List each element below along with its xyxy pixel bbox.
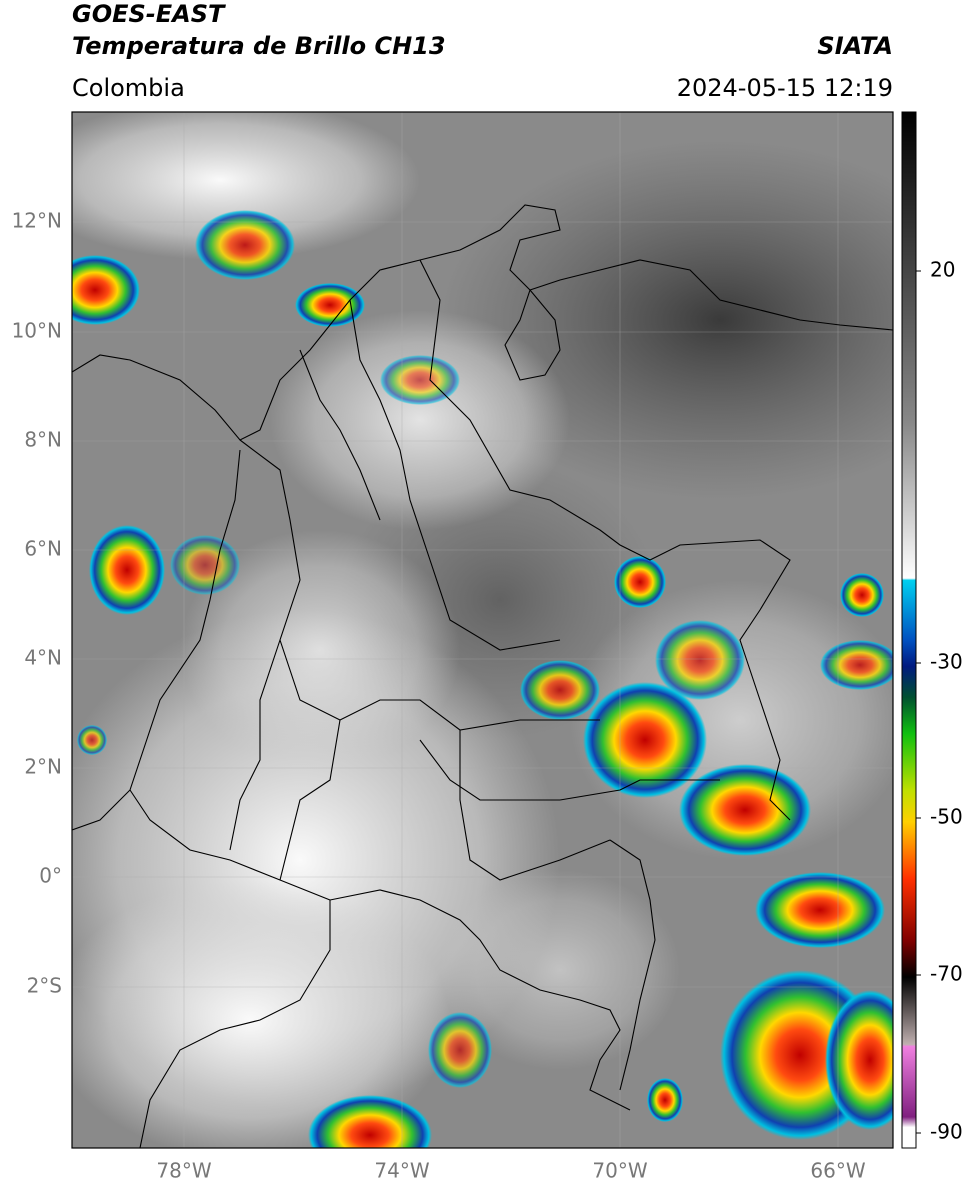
lat-label: 4°N [24,646,62,670]
map-frame [71,111,894,1149]
storm-cell [77,725,107,755]
source-title: GOES-EAST [72,0,226,28]
storm-cell [679,764,811,856]
storm-cell [308,1095,432,1148]
storm-cell [195,210,295,280]
lat-label: 2°N [24,755,62,779]
colorbar-label: 20 [930,258,955,282]
department-border [229,639,611,881]
lon-label: 66°W [810,1159,865,1183]
lat-label: 8°N [24,428,62,452]
storm-cell [825,990,893,1130]
storm-cell [520,660,600,720]
storm-cell [655,620,745,700]
storm-cell [380,355,460,405]
colorbar-label: -50 [930,805,963,829]
storm-cell [583,682,707,798]
national-border [329,889,631,1111]
header: GOES-EAST Temperatura de Brillo CH13 SIA… [72,0,893,102]
longitude-labels: 78°W 74°W 70°W 66°W [156,1159,865,1183]
storm-cell [89,525,165,615]
coastline [72,204,893,441]
product-title: Temperatura de Brillo CH13 [72,32,446,60]
storm-cell [295,283,365,327]
latitude-labels: 12°N 10°N 8°N 6°N 4°N 2°N 0° 2°S [12,209,62,998]
lat-label: 2°S [27,974,62,998]
convective-cells [72,210,893,1148]
lon-label: 70°W [592,1159,647,1183]
national-border [559,779,720,1091]
lat-label: 10°N [12,319,62,343]
lon-label: 74°W [374,1159,429,1183]
storm-cell [170,535,240,595]
colorbar-label: -90 [930,1120,963,1144]
lat-label: 6°N [24,537,62,561]
borders [72,204,893,1148]
colorbar: 20 -30 -50 -70 -90 [901,111,963,1149]
colorbar-label: -70 [930,962,963,986]
cloud-field [180,530,460,770]
timestamp: 2024-05-15 12:19 [677,74,893,102]
colorbar-label: -30 [930,650,963,674]
cloud-field [72,112,420,260]
storm-cell [647,1078,683,1122]
department-border [299,299,561,651]
cloud-field [72,880,450,1148]
storm-cell [820,640,893,690]
lat-label: 12°N [12,209,62,233]
storm-cell [428,1012,492,1088]
lat-label: 0° [39,864,62,888]
cloud-field [270,310,570,530]
grid-lines [72,112,893,1148]
coastline [72,449,241,831]
lon-label: 78°W [156,1159,211,1183]
agency: SIATA [817,32,893,60]
storm-cell [614,556,666,608]
satellite-image [72,112,893,1148]
storm-cell [755,872,885,948]
storm-cell [840,573,884,617]
national-border [419,259,791,821]
region: Colombia [72,74,185,102]
storm-cell [72,255,140,325]
coastline [129,789,331,1148]
colorbar-scale [901,111,917,1149]
